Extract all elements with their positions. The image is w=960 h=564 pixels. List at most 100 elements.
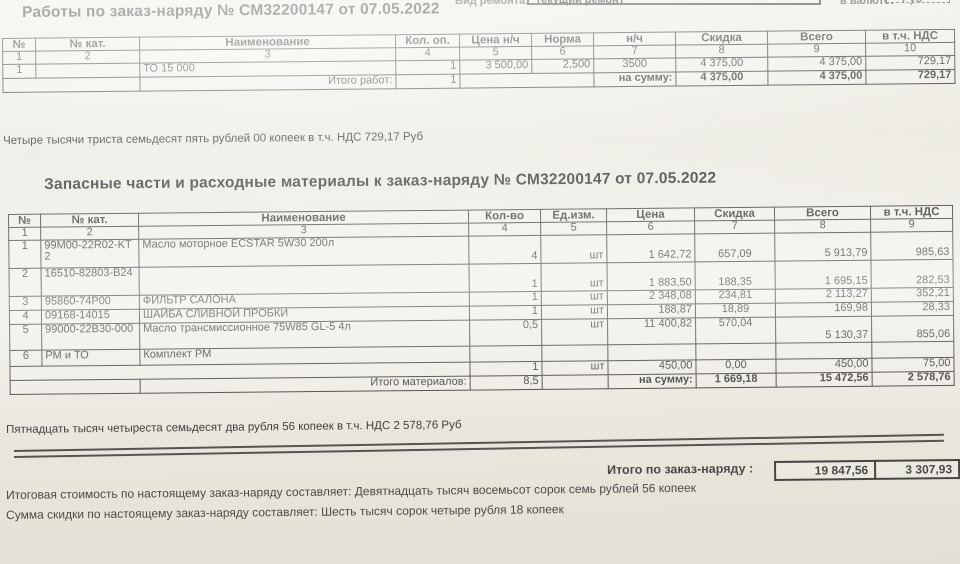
parts-amount-in-words: Пятнадцать тысяч четыреста семьдесят два…: [6, 419, 462, 436]
parts-row-vat: 282,53: [870, 259, 954, 288]
parts-row-total: 169,98: [775, 301, 872, 317]
works-colnum-8: 9: [767, 43, 866, 57]
footer-line-2: Сумма скидки по настоящему заказ-наряду …: [6, 502, 564, 522]
parts-row-unit-blank: [541, 344, 608, 361]
works-row-norm: 2,500: [531, 58, 594, 74]
parts-colnum-7: 8: [774, 219, 871, 233]
parts-row-vat: 28,33: [871, 301, 954, 316]
parts-totals-discount: 1 669,18: [696, 372, 777, 388]
parts-row-total: 5 913,79: [774, 231, 871, 261]
parts-totals-vat: 2 578,76: [872, 371, 955, 386]
parts-table: № № кат. Наименование Кол-во Ед.изм. Цен…: [8, 205, 955, 395]
parts-row-cat: 99000-22B30-000: [41, 322, 140, 350]
works-colnum-7: 8: [675, 44, 768, 58]
parts-colnum-0: 1: [8, 227, 41, 241]
parts-row-qty-blank: [469, 344, 542, 362]
grand-total-vat: 3 307,93: [875, 460, 960, 479]
parts-totals-total: 15 472,56: [776, 371, 873, 387]
parts-colnum-8: 9: [870, 218, 953, 232]
works-totals-sum-label: на сумму:: [593, 71, 676, 87]
parts-row-cat: 99M00-22R02-KT2: [40, 238, 140, 268]
parts-th-1: № кат.: [40, 213, 139, 228]
works-th-3: Кол. оп.: [395, 34, 460, 48]
parts-row-vat: 855,06: [871, 315, 954, 342]
parts-row-price: 1 883,50: [606, 261, 696, 291]
parts-row-name: Масло трансмиссионное 75W85 GL-5 4л: [139, 319, 470, 349]
works-th-9: в т.ч. НДС: [865, 29, 955, 44]
parts-heading: Запасные части и расходные материалы к з…: [44, 169, 717, 193]
works-totals-total: 4 375,00: [767, 69, 866, 85]
works-row-vat: 729,17: [865, 54, 955, 70]
parts-colnum-3: 4: [468, 222, 541, 236]
works-row-total: 4 375,00: [767, 55, 866, 71]
works-totals-gap: [459, 72, 594, 88]
works-colnum-4: 5: [459, 46, 532, 60]
works-th-0: №: [2, 38, 36, 52]
parts-row-num: 6: [9, 349, 42, 367]
parts-row-unit: шт: [541, 318, 608, 345]
parts-row-total: 450,00: [775, 357, 873, 373]
parts-row-qty: 1: [469, 361, 543, 376]
parts-totals-gap: [542, 374, 609, 389]
parts-row-num: 5: [9, 323, 42, 351]
works-colnum-0: 1: [2, 51, 36, 65]
parts-row-vat: 75,00: [871, 357, 955, 372]
works-totals-qty: 1: [395, 73, 460, 89]
parts-row-vat-blank: [871, 341, 954, 358]
works-th-7: Скидка: [675, 31, 768, 46]
parts-row-num: 2: [9, 267, 42, 297]
parts-colnum-5: 6: [606, 221, 695, 235]
parts-row-price: 2 348,08: [607, 289, 696, 305]
works-totals-spacer: [2, 76, 141, 93]
parts-th-4: Ед.изм.: [540, 208, 607, 223]
works-colnum-6: 7: [593, 45, 676, 59]
parts-row-unit: шт: [541, 290, 608, 305]
parts-row-discount: 570,04: [695, 316, 776, 344]
parts-th-0: №: [8, 214, 41, 228]
works-heading: Работы по заказ-наряду № СМ32200147 от 0…: [22, 0, 440, 21]
parts-totals-label: Итого материалов:: [140, 375, 471, 393]
works-totals-label: Итого работ:: [139, 74, 397, 91]
parts-row-vat: 352,21: [871, 287, 954, 302]
parts-row-total: 1 695,15: [774, 259, 872, 289]
parts-th-5: Цена: [606, 207, 695, 222]
works-colnum-5: 6: [531, 46, 594, 60]
grand-total-box: 19 847,56 3 307,93: [774, 459, 960, 481]
parts-row-total: 2 113,27: [775, 287, 872, 303]
parts-row-price: 450,00: [607, 359, 697, 375]
parts-row-total-blank: [775, 341, 872, 359]
parts-colnum-6: 7: [694, 220, 775, 234]
works-row-qty: 1: [395, 59, 460, 75]
works-amount-in-words: Четыре тысячи триста семьдесят пять рубл…: [3, 130, 424, 147]
parts-row-unit: шт: [541, 304, 608, 319]
parts-row-discount: 18,89: [695, 302, 776, 318]
parts-row-price: 1 642,72: [606, 233, 695, 263]
works-totals-vat: 729,17: [865, 68, 955, 84]
works-row-price: 3 500,00: [459, 59, 532, 74]
grand-total-row: 19 847,56 3 307,93: [775, 460, 960, 480]
works-th-6: н/ч: [593, 32, 676, 46]
parts-row-cat: 95860-74P00: [41, 295, 140, 310]
parts-th-7: Всего: [774, 206, 871, 221]
repair-type-value: Текущий ремонт: [535, 0, 625, 6]
grand-total-value: 19 847,56: [775, 460, 876, 480]
parts-row-discount: 0,00: [695, 359, 777, 374]
parts-row-qty: 0,5: [469, 319, 542, 346]
works-row-hours: 3500: [593, 57, 676, 73]
currency-value: Руб: [902, 0, 922, 5]
works-th-8: Всего: [767, 30, 866, 45]
parts-th-6: Скидка: [694, 207, 775, 221]
parts-row-qty: 4: [468, 234, 541, 264]
parts-th-8: в т.ч. НДС: [870, 205, 953, 220]
parts-row-qty: 1: [468, 262, 542, 292]
works-colnum-1: 2: [35, 50, 140, 64]
parts-th-3: Кол-во: [468, 209, 541, 224]
parts-row-discount-blank: [695, 342, 776, 360]
parts-colnum-1: 2: [40, 226, 139, 240]
parts-row-qty: 1: [469, 305, 542, 320]
parts-row-name: Масло моторное ECSTAR 5W30 200л: [138, 235, 469, 267]
parts-row-unit: шт: [540, 234, 607, 263]
parts-row-num: 4: [9, 309, 42, 325]
works-th-1: № кат.: [35, 37, 140, 52]
works-row-num: 1: [2, 63, 36, 79]
